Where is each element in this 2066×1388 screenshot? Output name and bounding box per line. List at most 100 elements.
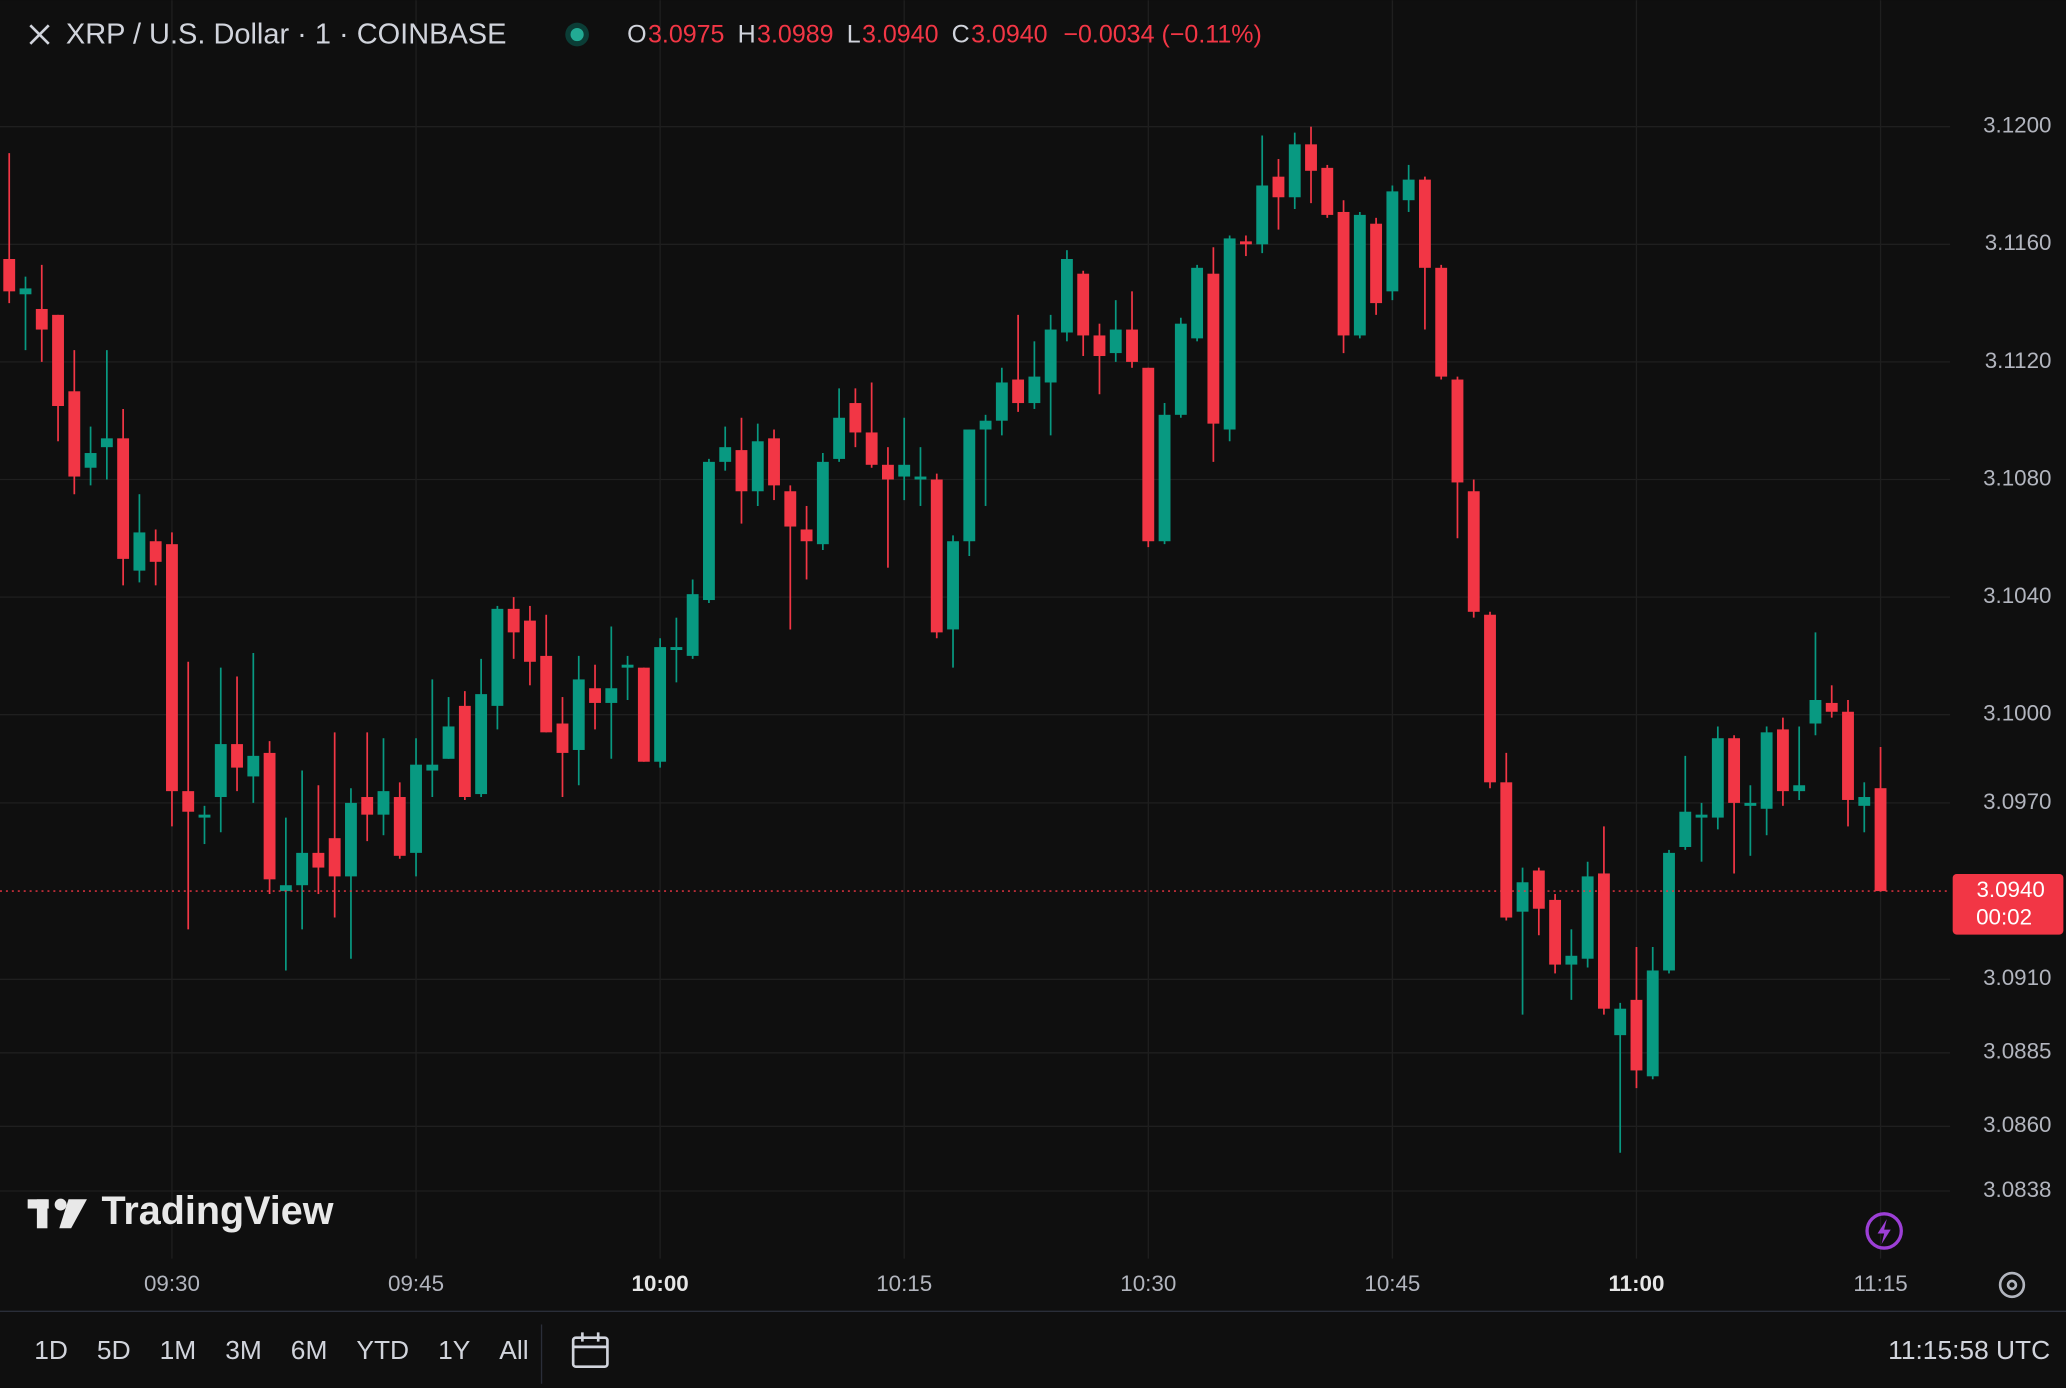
candle-body: [214, 744, 227, 798]
candle-body: [1500, 782, 1513, 918]
candle-body: [3, 259, 16, 292]
y-tick-label: 3.1200: [1983, 113, 2051, 138]
candle-body: [1012, 379, 1025, 404]
candle-body: [1776, 729, 1789, 792]
candle-body: [361, 797, 374, 815]
x-tick-label: 10:00: [632, 1271, 689, 1296]
candle-body: [1874, 788, 1887, 892]
range-button[interactable]: 5D: [97, 1335, 131, 1365]
candle-body: [800, 529, 813, 542]
range-button[interactable]: YTD: [356, 1335, 409, 1365]
candle-body: [1353, 214, 1366, 336]
candle-body: [979, 420, 992, 430]
range-button[interactable]: 1Y: [438, 1335, 470, 1365]
candle-body: [1565, 955, 1578, 965]
candle-body: [1744, 802, 1757, 806]
countdown: 00:02: [1976, 905, 2032, 930]
candle-body: [410, 764, 422, 853]
ohlc-key: O: [627, 20, 646, 48]
price-badge: [1952, 873, 2064, 935]
candle-body: [345, 802, 357, 877]
candle-body: [507, 608, 520, 633]
candle-body: [1825, 702, 1838, 712]
candle-body: [1207, 273, 1220, 424]
candle-body: [589, 688, 601, 703]
settings-icon[interactable]: [1998, 1271, 2026, 1299]
range-button[interactable]: All: [499, 1335, 528, 1365]
candle-body: [247, 755, 260, 777]
symbol-title: XRP / U.S. Dollar · 1 · COINBASE: [66, 19, 507, 51]
watermark: TradingView: [101, 1189, 333, 1233]
clock: 11:15:58 UTC: [1888, 1335, 2050, 1365]
candle-body: [1093, 335, 1106, 357]
range-button[interactable]: 3M: [225, 1335, 262, 1365]
candle-body: [1288, 144, 1301, 198]
candle-body: [524, 620, 536, 662]
candle-body: [1532, 870, 1545, 909]
price-label: 3.0940: [1976, 877, 2044, 902]
candle-body: [377, 791, 390, 815]
candle-body: [1044, 329, 1057, 383]
x-tick-label: 11:15: [1853, 1271, 1907, 1296]
candle-body: [898, 464, 911, 477]
candle-body: [1842, 711, 1854, 800]
candle-body: [328, 838, 341, 877]
candle-body: [1158, 414, 1171, 542]
candle-body: [1321, 167, 1334, 215]
calendar-icon[interactable]: [571, 1332, 609, 1368]
candle-body: [263, 752, 276, 880]
candle-body: [1109, 329, 1122, 354]
candle-body: [68, 391, 81, 477]
candle-body: [784, 491, 797, 527]
x-tick-label: 09:30: [144, 1271, 200, 1296]
candle-body: [426, 764, 439, 771]
candle-body: [621, 664, 634, 668]
ohlc-value: 3.0940: [862, 20, 939, 48]
close-icon[interactable]: [29, 24, 50, 45]
ohlc-value: 3.0989: [757, 20, 834, 48]
status-dot: [570, 27, 584, 42]
candle-body: [1581, 876, 1594, 959]
candle-body: [1386, 191, 1399, 292]
candle-body: [1060, 259, 1073, 333]
ohlc-key: C: [952, 20, 970, 48]
candle-body: [1402, 179, 1415, 201]
candle-body: [1663, 852, 1675, 971]
y-tick-label: 3.1000: [1983, 701, 2051, 726]
candle-body: [19, 288, 32, 295]
candle-body: [84, 453, 97, 468]
candle-body: [963, 429, 976, 542]
candle-body: [231, 744, 243, 768]
candle-body: [442, 726, 455, 759]
candle-body: [475, 694, 488, 795]
candle-body: [849, 403, 862, 433]
candle-body: [768, 438, 780, 486]
y-tick-label: 3.0860: [1983, 1112, 2051, 1137]
y-tick-label: 3.0838: [1983, 1177, 2051, 1202]
range-button[interactable]: 6M: [291, 1335, 328, 1365]
y-tick-label: 3.1160: [1985, 230, 2052, 255]
candle-body: [947, 541, 959, 630]
lightning-icon[interactable]: [1865, 1212, 1903, 1250]
candle-body: [1549, 899, 1562, 965]
candle-body: [149, 541, 162, 562]
candle-body: [1597, 873, 1610, 1009]
candle-body: [296, 852, 309, 886]
candle-body: [637, 667, 650, 762]
y-tick-label: 3.1080: [1983, 465, 2051, 490]
candle-body: [995, 382, 1008, 421]
candle-body: [865, 432, 878, 465]
candle-body: [572, 679, 585, 750]
candle-body: [1223, 238, 1236, 430]
y-tick-label: 3.1120: [1985, 348, 2052, 373]
candle-body: [1435, 267, 1448, 377]
range-button[interactable]: 1D: [34, 1335, 68, 1365]
candle-body: [166, 544, 178, 792]
candle-body: [1305, 144, 1317, 171]
change: −0.0034 (−0.11%): [1063, 20, 1261, 48]
candle-body: [670, 647, 683, 651]
range-button[interactable]: 1M: [160, 1335, 197, 1365]
candle-body: [930, 479, 943, 633]
